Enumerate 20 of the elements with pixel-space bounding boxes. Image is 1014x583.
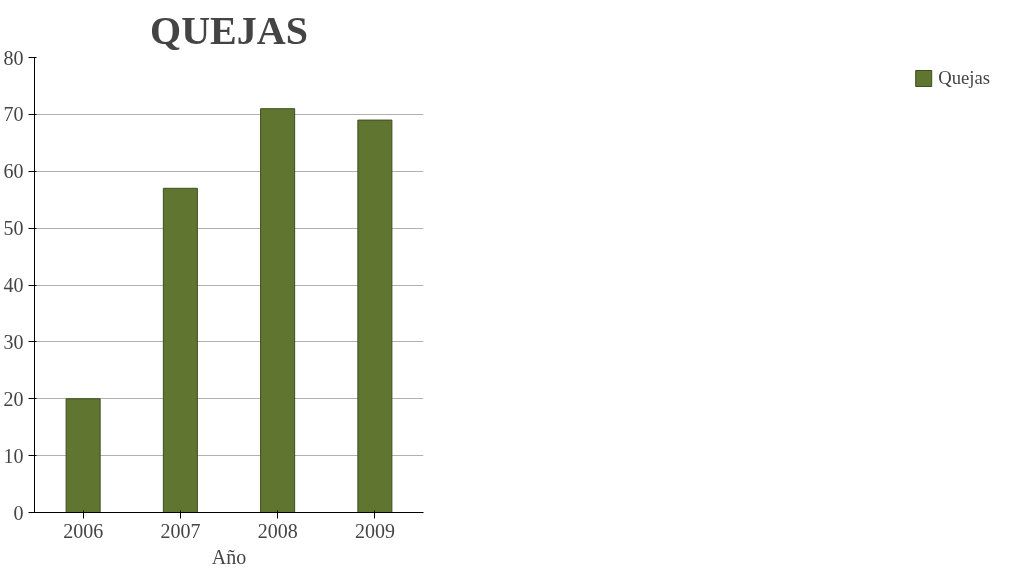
y-tick-label: 60: [3, 160, 24, 183]
x-tick-label: 2008: [257, 519, 298, 542]
x-tick-label: 2007: [160, 519, 201, 542]
y-tick-label: 20: [3, 387, 24, 410]
chart-title: QUEJAS: [150, 7, 308, 53]
y-tick-label: 30: [3, 330, 24, 353]
bar: [162, 187, 198, 513]
x-tick-label: 2009: [354, 519, 395, 542]
y-tick-label: 70: [3, 103, 24, 126]
y-tick-label: 0: [13, 501, 24, 524]
bar: [65, 398, 101, 513]
legend-label: Quejas: [938, 67, 990, 89]
x-axis-title: Año: [211, 545, 247, 568]
y-tick-label: 40: [3, 274, 24, 296]
x-tick-label: 2006: [63, 519, 104, 542]
y-tick-label: 50: [3, 217, 24, 240]
bar: [357, 119, 393, 513]
bar: [260, 108, 296, 513]
y-tick-label: 10: [3, 444, 24, 467]
y-tick-label: 80: [3, 46, 24, 69]
